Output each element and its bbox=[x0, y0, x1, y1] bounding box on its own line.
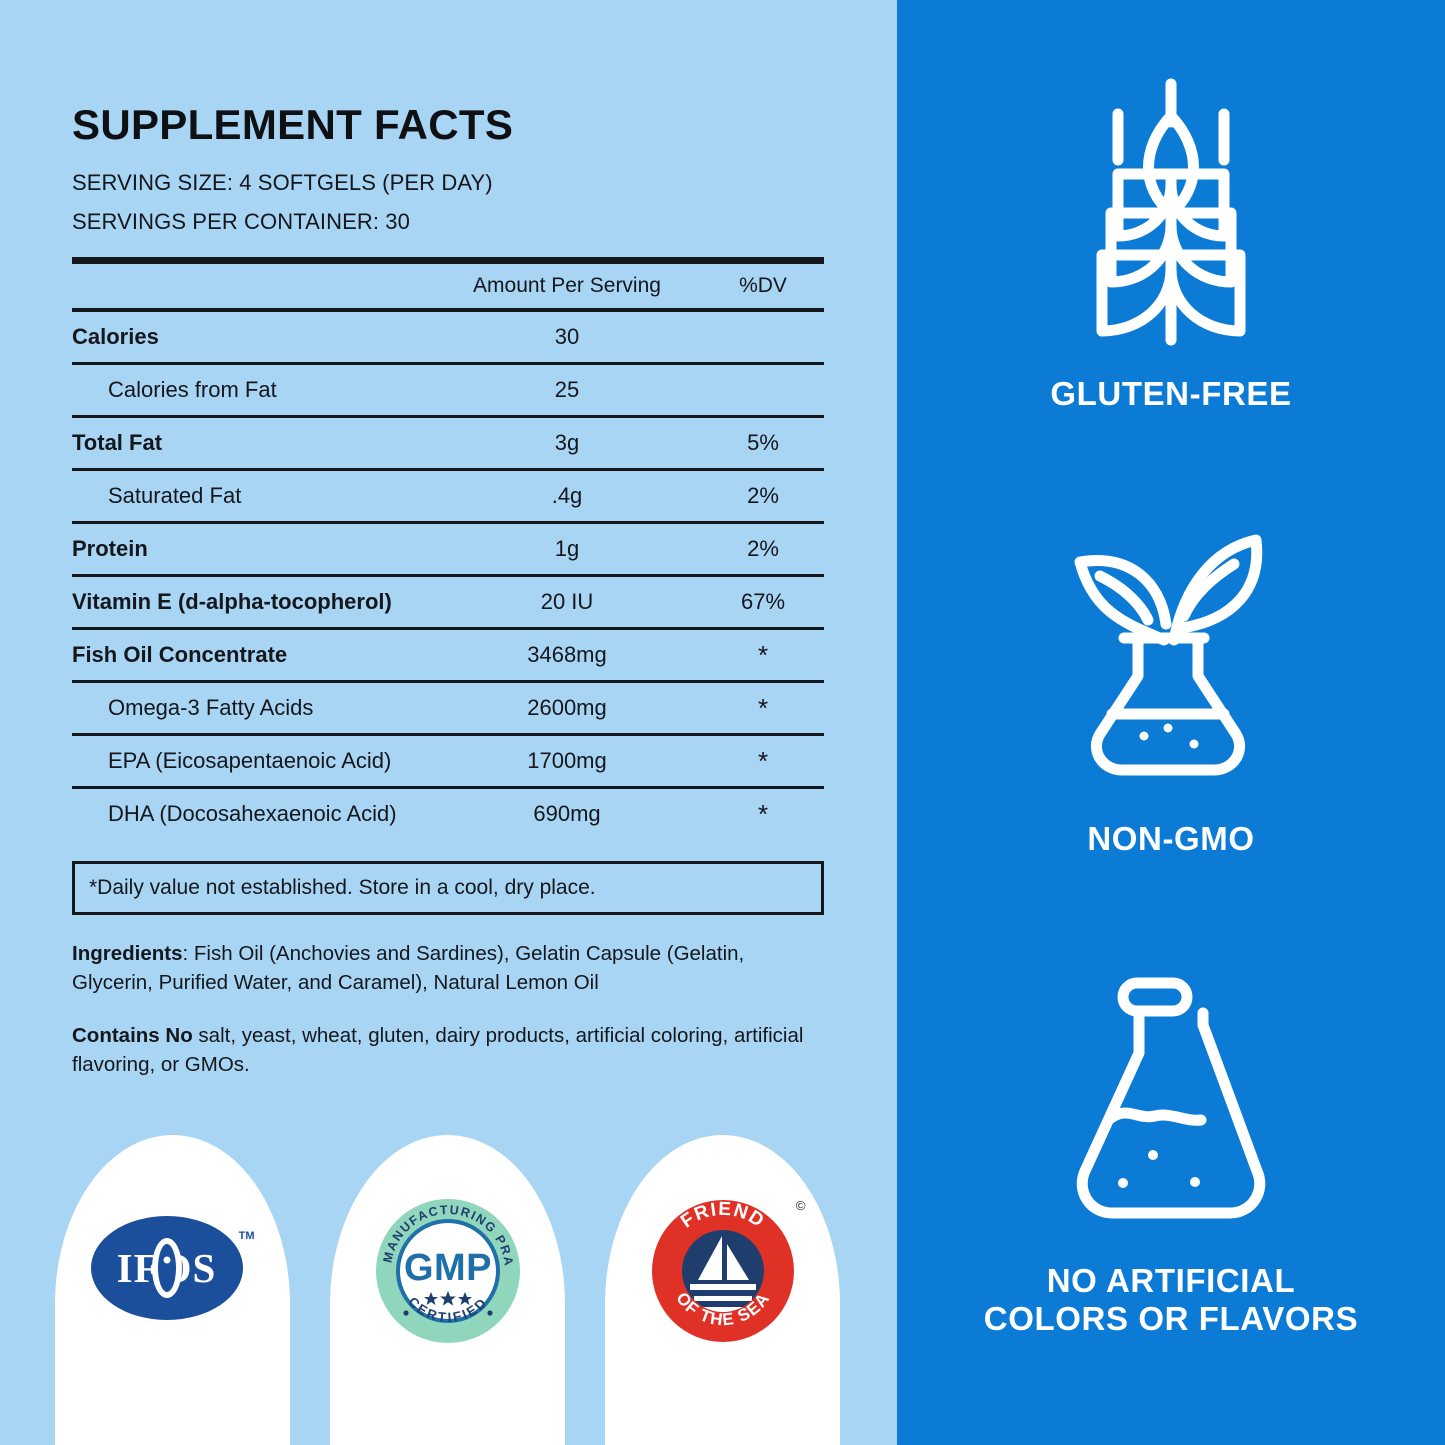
row-name: Fish Oil Concentrate bbox=[72, 642, 288, 667]
row-name: Omega-3 Fatty Acids bbox=[108, 695, 314, 720]
row-name: DHA (Docosahexaenoic Acid) bbox=[108, 801, 397, 826]
ifos-icon: IFOS TM bbox=[90, 1216, 255, 1326]
ingredients-label: Ingredients bbox=[72, 942, 183, 965]
serving-size-line: SERVING SIZE: 4 SOFTGELS (PER DAY) bbox=[72, 170, 493, 195]
table-row: Saturated Fat .4g 2% bbox=[72, 471, 824, 521]
row-name: Calories bbox=[72, 324, 159, 349]
servings-per-container-line: SERVINGS PER CONTAINER: 30 bbox=[72, 209, 410, 234]
row-amount: 1700mg bbox=[527, 748, 607, 773]
badge-slot: IFOS TM bbox=[55, 1181, 290, 1361]
row-name: Saturated Fat bbox=[108, 483, 242, 508]
row-amount: 690mg bbox=[533, 801, 601, 826]
row-amount: 30 bbox=[554, 324, 580, 349]
contains-no-text: salt, yeast, wheat, gluten, dairy produc… bbox=[72, 1024, 804, 1077]
table-row: Fish Oil Concentrate 3468mg * bbox=[72, 630, 824, 680]
column-header-name bbox=[72, 264, 432, 308]
certification-card-gmp: GOOD MANUFACTURING PRACTICE CERTIFIED GM… bbox=[330, 1135, 565, 1445]
feature-label: NO ARTIFICIAL COLORS OR FLAVORS bbox=[983, 1262, 1359, 1338]
right-panel: GLUTEN-FREE bbox=[897, 0, 1445, 1445]
table-rule bbox=[72, 627, 824, 630]
row-dv: * bbox=[757, 799, 769, 829]
column-header-amount: Amount Per Serving bbox=[473, 274, 661, 297]
ingredients-text: : Fish Oil (Anchovies and Sardines), Gel… bbox=[72, 942, 745, 995]
table-row: Vitamin E (d-alpha-tocopherol) 20 IU 67% bbox=[72, 577, 824, 627]
table-rule bbox=[72, 468, 824, 471]
table-row: Omega-3 Fatty Acids 2600mg * bbox=[72, 683, 824, 733]
row-amount: 3468mg bbox=[527, 642, 607, 667]
table-rule-header bbox=[72, 308, 824, 312]
table-row: Calories from Fat 25 bbox=[72, 365, 824, 415]
table-rule bbox=[72, 362, 824, 365]
table-row: DHA (Docosahexaenoic Acid) 690mg * bbox=[72, 789, 824, 839]
row-amount: 2600mg bbox=[527, 695, 607, 720]
column-header-dv: %DV bbox=[739, 274, 787, 297]
row-name: Protein bbox=[72, 536, 148, 561]
row-dv: * bbox=[757, 693, 769, 723]
flask-icon bbox=[1061, 975, 1281, 1240]
gmp-icon: GOOD MANUFACTURING PRACTICE CERTIFIED GM… bbox=[367, 1185, 523, 1346]
friend-of-the-sea-icon: FRIEND OF THE SEA © bbox=[648, 1196, 806, 1346]
row-dv bbox=[702, 365, 824, 415]
table-rule bbox=[72, 733, 824, 736]
nutrition-table: Amount Per Serving %DV Calories 30 bbox=[72, 257, 824, 839]
svg-text:GMP: GMP bbox=[403, 1247, 491, 1289]
certification-card-ifos: IFOS TM bbox=[55, 1135, 290, 1445]
table-row: Calories 30 bbox=[72, 312, 824, 362]
row-amount: 3g bbox=[554, 430, 580, 455]
row-amount: 25 bbox=[554, 377, 580, 402]
supplement-facts-panel: SUPPLEMENT FACTS SERVING SIZE: 4 SOFTGEL… bbox=[72, 104, 824, 1079]
row-dv: * bbox=[757, 640, 769, 670]
certification-cards: IFOS TM bbox=[0, 1115, 897, 1445]
row-amount: 1g bbox=[554, 536, 580, 561]
feature-label: GLUTEN-FREE bbox=[1050, 375, 1292, 412]
badge-slot: GOOD MANUFACTURING PRACTICE CERTIFIED GM… bbox=[330, 1181, 565, 1361]
left-panel: SUPPLEMENT FACTS SERVING SIZE: 4 SOFTGEL… bbox=[0, 0, 897, 1445]
table-row: Total Fat 3g 5% bbox=[72, 418, 824, 468]
feature-label: NON-GMO bbox=[1087, 820, 1255, 857]
table-row: Protein 1g 2% bbox=[72, 524, 824, 574]
table-rule bbox=[72, 415, 824, 418]
footnote-box: *Daily value not established. Store in a… bbox=[72, 861, 824, 915]
certification-card-friend-of-the-sea: FRIEND OF THE SEA © bbox=[605, 1135, 840, 1445]
table-rule bbox=[72, 680, 824, 683]
flask-sprout-icon bbox=[1056, 528, 1286, 798]
row-dv: 5% bbox=[747, 430, 779, 455]
contains-no-paragraph: Contains No salt, yeast, wheat, gluten, … bbox=[72, 1021, 828, 1079]
table-row: EPA (Eicosapentaenoic Acid) 1700mg * bbox=[72, 736, 824, 786]
row-dv: 2% bbox=[747, 483, 779, 508]
row-dv bbox=[702, 312, 824, 362]
copyright-mark: © bbox=[795, 1198, 806, 1213]
row-amount: 20 IU bbox=[540, 589, 594, 614]
feature-no-artificial-colors: NO ARTIFICIAL COLORS OR FLAVORS bbox=[897, 975, 1445, 1339]
footnote-text: *Daily value not established. Store in a… bbox=[89, 876, 596, 899]
badge-slot: FRIEND OF THE SEA © bbox=[605, 1181, 840, 1361]
ingredients-paragraph: Ingredients: Fish Oil (Anchovies and Sar… bbox=[72, 939, 828, 997]
row-dv: 2% bbox=[747, 536, 779, 561]
contains-no-label: Contains No bbox=[72, 1024, 193, 1048]
feature-gluten-free: GLUTEN-FREE bbox=[897, 78, 1445, 413]
table-header-row: Amount Per Serving %DV bbox=[72, 264, 824, 308]
row-dv: 67% bbox=[740, 589, 786, 614]
ifos-trademark-mark: TM bbox=[238, 1230, 255, 1242]
row-name: Vitamin E (d-alpha-tocopherol) bbox=[72, 589, 392, 614]
table-rule bbox=[72, 521, 824, 524]
row-amount: .4g bbox=[551, 483, 583, 508]
row-name: EPA (Eicosapentaenoic Acid) bbox=[108, 748, 392, 773]
page-title: SUPPLEMENT FACTS bbox=[72, 101, 514, 148]
row-name: Calories from Fat bbox=[108, 377, 277, 402]
row-name: Total Fat bbox=[72, 430, 163, 455]
table-rule bbox=[72, 786, 824, 789]
table-rule bbox=[72, 574, 824, 577]
table-rule-top bbox=[72, 257, 824, 264]
wheat-icon bbox=[1056, 78, 1286, 353]
row-dv: * bbox=[757, 746, 769, 776]
feature-non-gmo: NON-GMO bbox=[897, 528, 1445, 858]
